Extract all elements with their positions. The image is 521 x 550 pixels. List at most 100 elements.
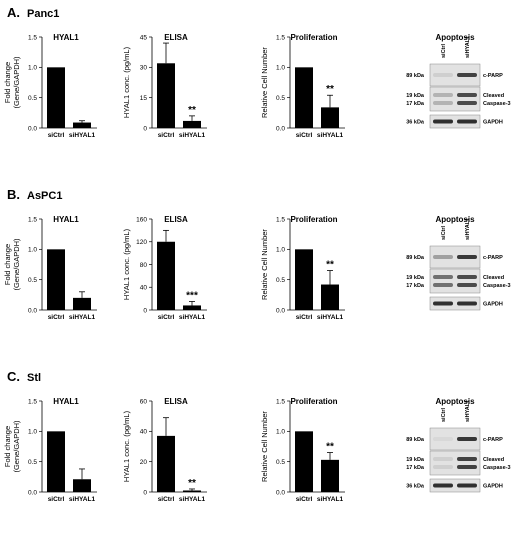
x-category-label: siCtrl (48, 496, 65, 503)
blot-strip (429, 296, 481, 311)
y-tick-label: 0.0 (276, 125, 285, 132)
chart-title: ELISA (164, 33, 188, 42)
x-category-label: siHYAL1 (69, 132, 96, 139)
protein-label: Cleaved (483, 457, 504, 463)
blot-strip (429, 268, 481, 294)
y-tick-label: 0.0 (28, 489, 37, 496)
y-tick-label: 1.5 (276, 398, 285, 405)
bar (157, 241, 175, 310)
kda-marker-label: 89 kDa (406, 437, 425, 443)
kda-marker-label: 19 kDa (406, 93, 425, 99)
blot-band (457, 457, 477, 461)
y-tick-label: 160 (136, 216, 147, 223)
blot-band (457, 93, 477, 97)
x-category-label: siCtrl (48, 314, 65, 321)
blot-lane-label: siHYAL1 (465, 400, 471, 422)
y-tick-label: 0.5 (28, 459, 37, 466)
y-tick-label: 0 (143, 125, 147, 132)
x-category-label: siCtrl (158, 496, 175, 503)
blot-band (433, 119, 453, 124)
kda-marker-label: 36 kDa (406, 484, 425, 490)
bar (183, 305, 201, 310)
y-tick-label: 1.0 (28, 247, 37, 254)
y-tick-label: 0 (143, 307, 147, 314)
blot-title: Apoptosis (435, 215, 475, 224)
x-category-label: siCtrl (158, 314, 175, 321)
x-category-label: siHYAL1 (69, 314, 96, 321)
kda-marker-label: 17 kDa (406, 101, 425, 107)
blot-lane-label: siCtrl (441, 43, 447, 58)
bar (157, 63, 175, 128)
kda-marker-label: 19 kDa (406, 275, 425, 281)
blot-band (457, 73, 477, 77)
significance-marker: ** (326, 442, 334, 453)
significance-marker: ** (326, 260, 334, 271)
panel-letter: A. (7, 5, 20, 20)
y-tick-label: 0.0 (276, 307, 285, 314)
y-axis-label: Relative Cell Number (260, 411, 269, 482)
protein-label: Caspase-3 (483, 101, 511, 107)
bar (295, 431, 313, 492)
blot-band (457, 483, 477, 488)
x-category-label: siHYAL1 (69, 496, 96, 503)
chart-title: Proliferation (290, 33, 337, 42)
blot-strip (429, 450, 481, 476)
chart-title: ELISA (164, 215, 188, 224)
kda-marker-label: 17 kDa (406, 465, 425, 471)
blot-strip (429, 63, 481, 87)
blot-band (433, 437, 453, 441)
blot-lane-label: siHYAL1 (465, 218, 471, 240)
y-axis-label: HYAL1 conc. (pg/mL) (122, 228, 131, 300)
y-axis-label: (Gene/GAPDH) (12, 56, 21, 109)
y-tick-label: 0.0 (28, 307, 37, 314)
protein-label: GAPDH (483, 484, 503, 490)
y-tick-label: 0 (143, 489, 147, 496)
chart-title: Proliferation (290, 215, 337, 224)
blot-band (457, 275, 477, 279)
x-category-label: siHYAL1 (179, 132, 206, 139)
blot-band (433, 101, 453, 105)
y-tick-label: 40 (140, 429, 148, 436)
y-axis-label: Fold change (3, 426, 12, 467)
blot-band (457, 101, 477, 105)
blot-band (433, 465, 453, 469)
y-tick-label: 1.5 (276, 34, 285, 41)
blot-title: Apoptosis (435, 33, 475, 42)
y-axis-label: (Gene/GAPDH) (12, 420, 21, 473)
y-tick-label: 60 (140, 398, 148, 405)
x-category-label: siHYAL1 (317, 132, 344, 139)
kda-marker-label: 36 kDa (406, 120, 425, 126)
y-tick-label: 1.0 (276, 247, 285, 254)
x-category-label: siCtrl (158, 132, 175, 139)
x-category-label: siCtrl (296, 132, 313, 139)
protein-label: c-PARP (483, 73, 503, 79)
bar (183, 490, 201, 492)
x-category-label: siHYAL1 (317, 496, 344, 503)
kda-marker-label: 19 kDa (406, 457, 425, 463)
bar (73, 479, 91, 492)
y-tick-label: 120 (136, 239, 147, 246)
protein-label: Cleaved (483, 93, 504, 99)
blot-strip (429, 478, 481, 493)
y-tick-label: 0.0 (276, 489, 285, 496)
blot-band (433, 255, 453, 259)
y-tick-label: 1.0 (28, 65, 37, 72)
y-tick-label: 15 (140, 95, 148, 102)
significance-marker: ** (188, 105, 196, 116)
significance-marker: ** (188, 478, 196, 489)
kda-marker-label: 89 kDa (406, 255, 425, 261)
y-axis-label: Relative Cell Number (260, 229, 269, 300)
blot-lane-label: siCtrl (441, 407, 447, 422)
blot-band (457, 283, 477, 287)
kda-marker-label: 17 kDa (406, 283, 425, 289)
y-tick-label: 0.5 (276, 459, 285, 466)
y-axis-label: Relative Cell Number (260, 47, 269, 118)
significance-marker: *** (186, 290, 198, 301)
x-category-label: siHYAL1 (317, 314, 344, 321)
blot-strip (429, 427, 481, 451)
blot-band (433, 457, 453, 461)
y-tick-label: 1.5 (28, 398, 37, 405)
blot-band (433, 275, 453, 279)
y-axis-label: (Gene/GAPDH) (12, 238, 21, 291)
y-tick-label: 1.5 (28, 34, 37, 41)
